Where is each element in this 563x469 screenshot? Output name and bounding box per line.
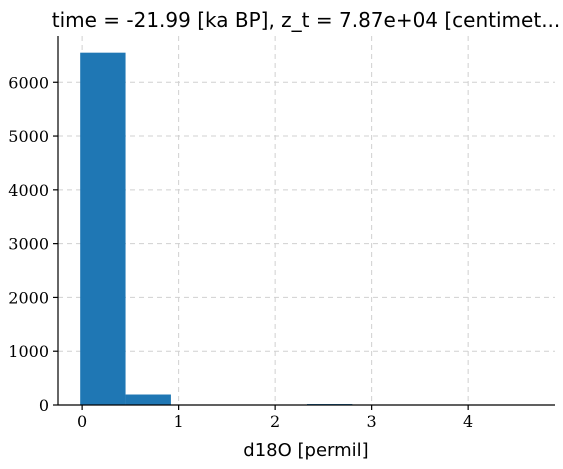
y-tick-label-4: 4000 xyxy=(8,181,49,200)
x-tick-label-0: 0 xyxy=(77,412,87,431)
y-tick-label-2: 2000 xyxy=(8,288,49,307)
y-tick-label-1: 1000 xyxy=(8,342,49,361)
x-tick-label-3: 3 xyxy=(367,412,377,431)
chart-title: time = -21.99 [ka BP], z_t = 7.87e+04 [c… xyxy=(52,8,561,32)
y-tick-label-3: 3000 xyxy=(8,235,49,254)
tick-marks-and-labels: 0 1 2 3 4 0 1000 2000 3000 4000 5000 6000 xyxy=(8,73,473,431)
histogram-bars xyxy=(80,52,534,405)
y-tick-label-5: 5000 xyxy=(8,127,49,146)
grid-lines xyxy=(58,36,555,405)
x-axis-label: d18O [permil] xyxy=(243,440,368,461)
histogram-bar-0 xyxy=(80,52,126,405)
x-tick-label-2: 2 xyxy=(270,412,280,431)
y-tick-label-0: 0 xyxy=(39,396,49,415)
y-tick-label-6: 6000 xyxy=(8,73,49,92)
histogram-bar-1 xyxy=(125,394,171,405)
x-tick-label-1: 1 xyxy=(174,412,184,431)
axes xyxy=(57,36,555,406)
x-tick-label-4: 4 xyxy=(463,412,473,431)
